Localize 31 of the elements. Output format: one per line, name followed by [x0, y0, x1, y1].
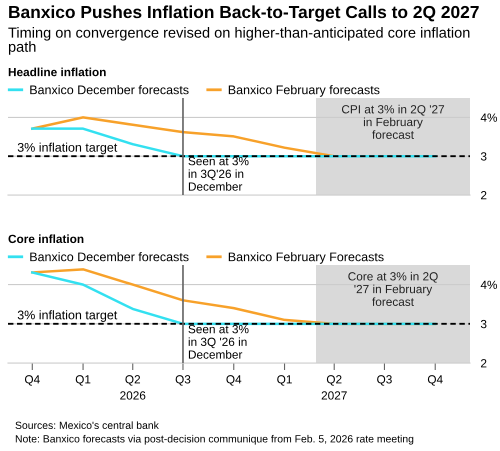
- x-tick-label: Q3: [377, 375, 392, 386]
- x-tick-label: Q4: [226, 375, 242, 386]
- text: Banxico Pushes Inflation Back-to-Target Calls to 2Q 2027: [9, 5, 479, 22]
- y-tick-label: 3: [480, 152, 486, 161]
- y-tick-label: 4%: [480, 280, 498, 289]
- x-tick-label: Q2 2027: [322, 375, 347, 400]
- source-note: Sources: Mexico's central bank: [15, 421, 159, 429]
- band-label: Core at 3% in 2Q '27 in February forecast: [348, 272, 438, 306]
- y-tick-label: 2: [481, 191, 486, 200]
- x-tick-label: Q1: [76, 375, 90, 386]
- ref-line-label: 3% inflation target: [18, 310, 118, 322]
- y-tick-label: 4%: [480, 113, 498, 122]
- ref-line-label: Seen at 3% in 3Q '26 in December: [188, 324, 249, 359]
- ref-line-label: 3% inflation target: [18, 142, 118, 154]
- ref-line-label: Seen at 3% in 3Q'26 in December: [188, 156, 249, 191]
- legend-label: Banxico February Forecasts: [228, 252, 384, 264]
- x-tick-label: Q3: [176, 375, 190, 386]
- x-tick-label: Q4: [24, 375, 40, 386]
- y-tick-label: 3: [480, 320, 486, 328]
- x-tick-label: Q2 2026: [120, 375, 146, 400]
- x-tick-label: Q1: [277, 375, 292, 386]
- legend-label: Banxico December forecasts: [30, 252, 189, 262]
- band-label: CPI at 3% in 2Q '27 in February forecast: [342, 104, 444, 139]
- legend-label: Banxico December forecasts: [30, 85, 189, 94]
- chart-title: Core inflation: [8, 234, 84, 244]
- chart-title: Headline inflation: [8, 68, 106, 76]
- y-tick-label: 2: [481, 359, 486, 368]
- text: Note: Banxico forecasts via post-decision communique from Feb. 5, 2026 rate meeting: [16, 434, 414, 445]
- legend-label: Banxico February forecasts: [228, 85, 380, 97]
- x-tick-label: Q4: [428, 375, 443, 386]
- text: Timing on convergence revised on higher-than-anticipated core inflation path: [8, 27, 470, 55]
